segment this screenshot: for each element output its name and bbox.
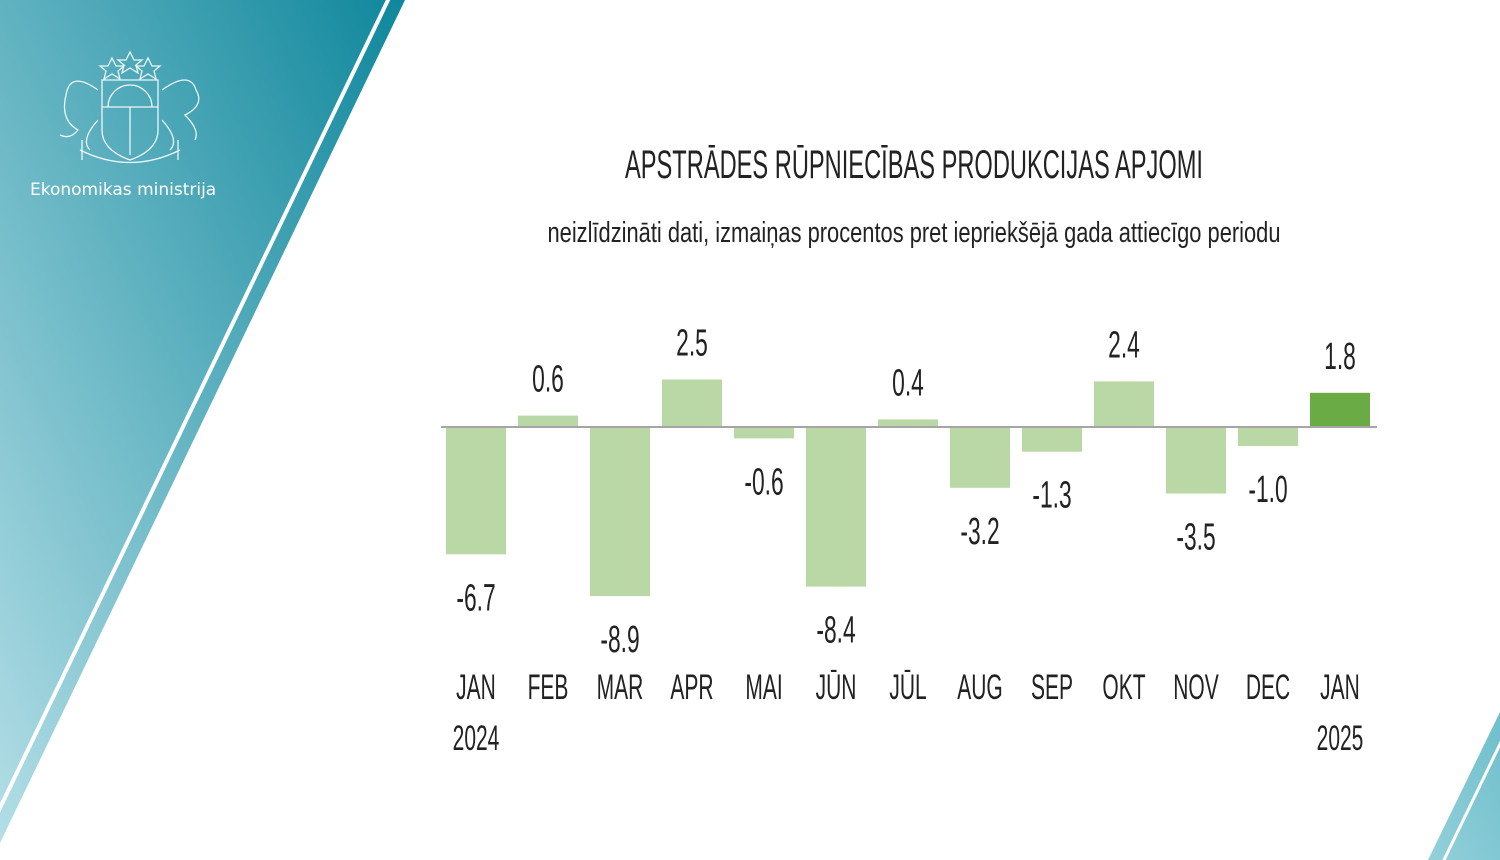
data-label: 2.4 <box>1108 323 1140 365</box>
bar <box>806 427 866 587</box>
x-year-label: 2024 <box>453 720 500 759</box>
x-tick-label: APR <box>670 669 713 708</box>
data-label: -0.6 <box>744 460 783 502</box>
x-tick-label: AUG <box>957 669 1003 708</box>
data-label: 0.4 <box>892 361 924 403</box>
bar <box>1238 427 1298 446</box>
bar <box>662 379 722 427</box>
brand-name: Ekonomikas ministrija <box>30 180 217 200</box>
x-tick-label: MAI <box>745 669 782 708</box>
bar <box>734 427 794 439</box>
data-label: -1.0 <box>1248 468 1287 510</box>
data-label: -1.3 <box>1032 474 1071 516</box>
left-teal-panel <box>0 0 405 843</box>
bar <box>1310 392 1370 427</box>
x-tick-label: NOV <box>1173 669 1219 708</box>
data-label: -6.7 <box>456 576 495 618</box>
x-tick-label: JŪN <box>816 669 857 708</box>
bar <box>518 415 578 427</box>
chart-title: APSTRĀDES RŪPNIECĪBAS PRODUKCIJAS APJOMI <box>625 143 1203 187</box>
corner-teal-panel <box>1428 712 1500 860</box>
bar <box>446 427 506 555</box>
bar <box>1166 427 1226 494</box>
bar <box>1094 381 1154 427</box>
data-label: 2.5 <box>676 322 708 364</box>
data-label: -3.5 <box>1176 516 1215 558</box>
x-tick-label: MAR <box>597 669 644 708</box>
data-label: -8.9 <box>600 618 639 660</box>
chart-subtitle: neizlīdzināti dati, izmaiņas procentos p… <box>548 217 1281 249</box>
bar <box>590 427 650 597</box>
x-tick-label: FEB <box>528 669 569 708</box>
x-tick-label: JAN <box>456 669 496 708</box>
data-label: -8.4 <box>816 609 855 651</box>
x-tick-label: JAN <box>1320 669 1360 708</box>
corner-white-stripe <box>1442 740 1500 860</box>
x-year-label: 2025 <box>1317 720 1364 759</box>
x-tick-label: SEP <box>1031 669 1073 708</box>
data-label: 1.8 <box>1324 335 1356 377</box>
coat-of-arms-logo <box>59 50 200 164</box>
x-tick-label: DEC <box>1246 669 1290 708</box>
bar <box>1022 427 1082 452</box>
bar <box>878 419 938 427</box>
x-tick-label: OKT <box>1102 669 1145 708</box>
data-label: 0.6 <box>532 358 564 400</box>
x-tick-label: JŪL <box>889 669 926 708</box>
bar <box>950 427 1010 488</box>
left-white-stripe <box>0 0 391 813</box>
data-label: -3.2 <box>960 510 999 552</box>
